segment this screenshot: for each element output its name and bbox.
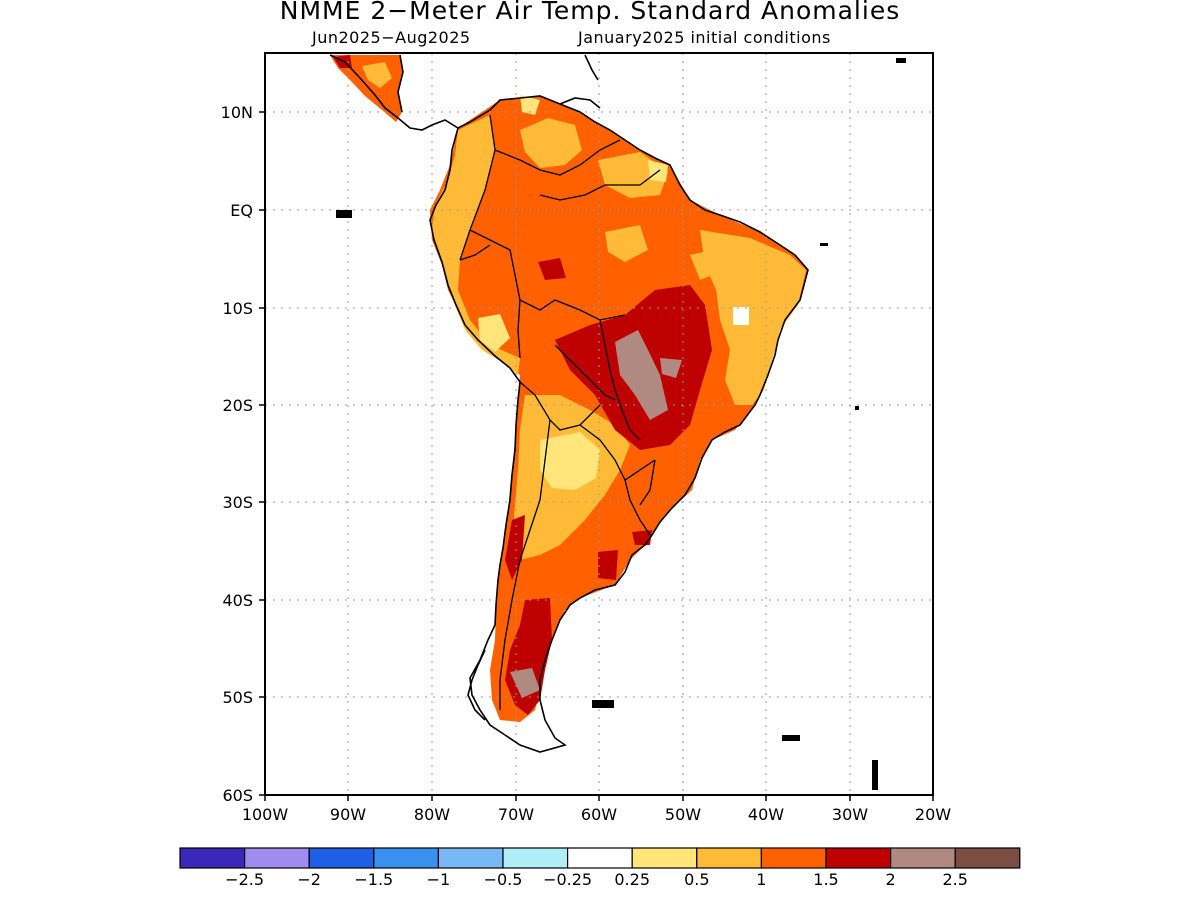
anomaly-field xyxy=(330,55,808,722)
lon-label-20w: 20W xyxy=(915,805,951,824)
tick-marks xyxy=(259,111,934,801)
legend-label: 0.5 xyxy=(684,870,709,889)
legend-label: 2.5 xyxy=(942,870,967,889)
lon-label-40w: 40W xyxy=(748,805,784,824)
legend-swatch xyxy=(373,847,439,869)
legend-swatch xyxy=(502,847,569,869)
longitude-labels: 100W 90W 80W 70W 60W 50W 40W 30W 20W xyxy=(242,805,951,824)
lat-label-10s: 10S xyxy=(222,299,253,318)
lat-label-60s: 60S xyxy=(222,786,253,805)
north-andes-region xyxy=(432,115,520,375)
lat-label-10n: 10N xyxy=(221,103,253,122)
lat-label-40s: 40S xyxy=(222,591,253,610)
lon-label-60w: 60W xyxy=(581,805,617,824)
legend-label: −0.5 xyxy=(484,870,523,889)
no-signal-cell xyxy=(733,307,749,325)
lat-label-50s: 50S xyxy=(222,688,253,707)
color-legend-labels: −2.5 −2 −1.5 −1 −0.5 −0.25 0.25 0.5 1 1.5 2 2.5 xyxy=(225,870,968,889)
lat-label-eq: EQ xyxy=(230,201,253,220)
lon-label-30w: 30W xyxy=(832,805,868,824)
initial-conditions: January2025 initial conditions xyxy=(578,28,831,47)
legend-label: 2 xyxy=(886,870,896,889)
legend-swatch xyxy=(566,847,633,869)
legend-label: −2.5 xyxy=(225,870,264,889)
legend-swatch xyxy=(308,847,375,869)
legend-swatch xyxy=(696,847,762,869)
coastlines xyxy=(329,54,809,753)
lon-label-70w: 70W xyxy=(498,805,534,824)
islands xyxy=(336,58,906,790)
lon-label-80w: 80W xyxy=(414,805,450,824)
legend-swatch xyxy=(437,847,504,869)
legend-swatch xyxy=(954,847,1021,869)
legend-label: −2 xyxy=(297,870,321,889)
legend-swatch xyxy=(244,847,310,869)
legend-label: −0.25 xyxy=(543,870,592,889)
map-title: NMME 2−Meter Air Temp. Standard Anomalie… xyxy=(279,0,901,25)
country-borders xyxy=(459,114,661,710)
weak-anomaly-region xyxy=(540,432,600,490)
legend-label: 1 xyxy=(756,870,766,889)
legend-label: 0.25 xyxy=(614,870,650,889)
legend-swatch xyxy=(889,847,956,869)
legend-swatch xyxy=(760,847,827,869)
legend-label: −1.5 xyxy=(354,870,393,889)
legend-swatch xyxy=(631,847,698,869)
northeast-brazil-region xyxy=(700,230,806,405)
legend-swatch xyxy=(179,847,246,869)
lon-label-100w: 100W xyxy=(242,805,289,824)
lon-label-50w: 50W xyxy=(665,805,701,824)
lat-label-30s: 30S xyxy=(222,493,253,512)
legend-label: −1 xyxy=(427,870,451,889)
forecast-period: Jun2025−Aug2025 xyxy=(312,28,471,47)
legend-swatch xyxy=(825,847,892,869)
latitude-labels: 10N EQ 10S 20S 30S 40S 50S 60S xyxy=(221,103,253,805)
patagonia-region xyxy=(505,515,525,580)
lat-label-20s: 20S xyxy=(222,396,253,415)
color-legend xyxy=(179,847,1021,869)
lon-label-90w: 90W xyxy=(330,805,366,824)
legend-label: 1.5 xyxy=(813,870,838,889)
extreme-anomaly-region xyxy=(615,330,668,420)
